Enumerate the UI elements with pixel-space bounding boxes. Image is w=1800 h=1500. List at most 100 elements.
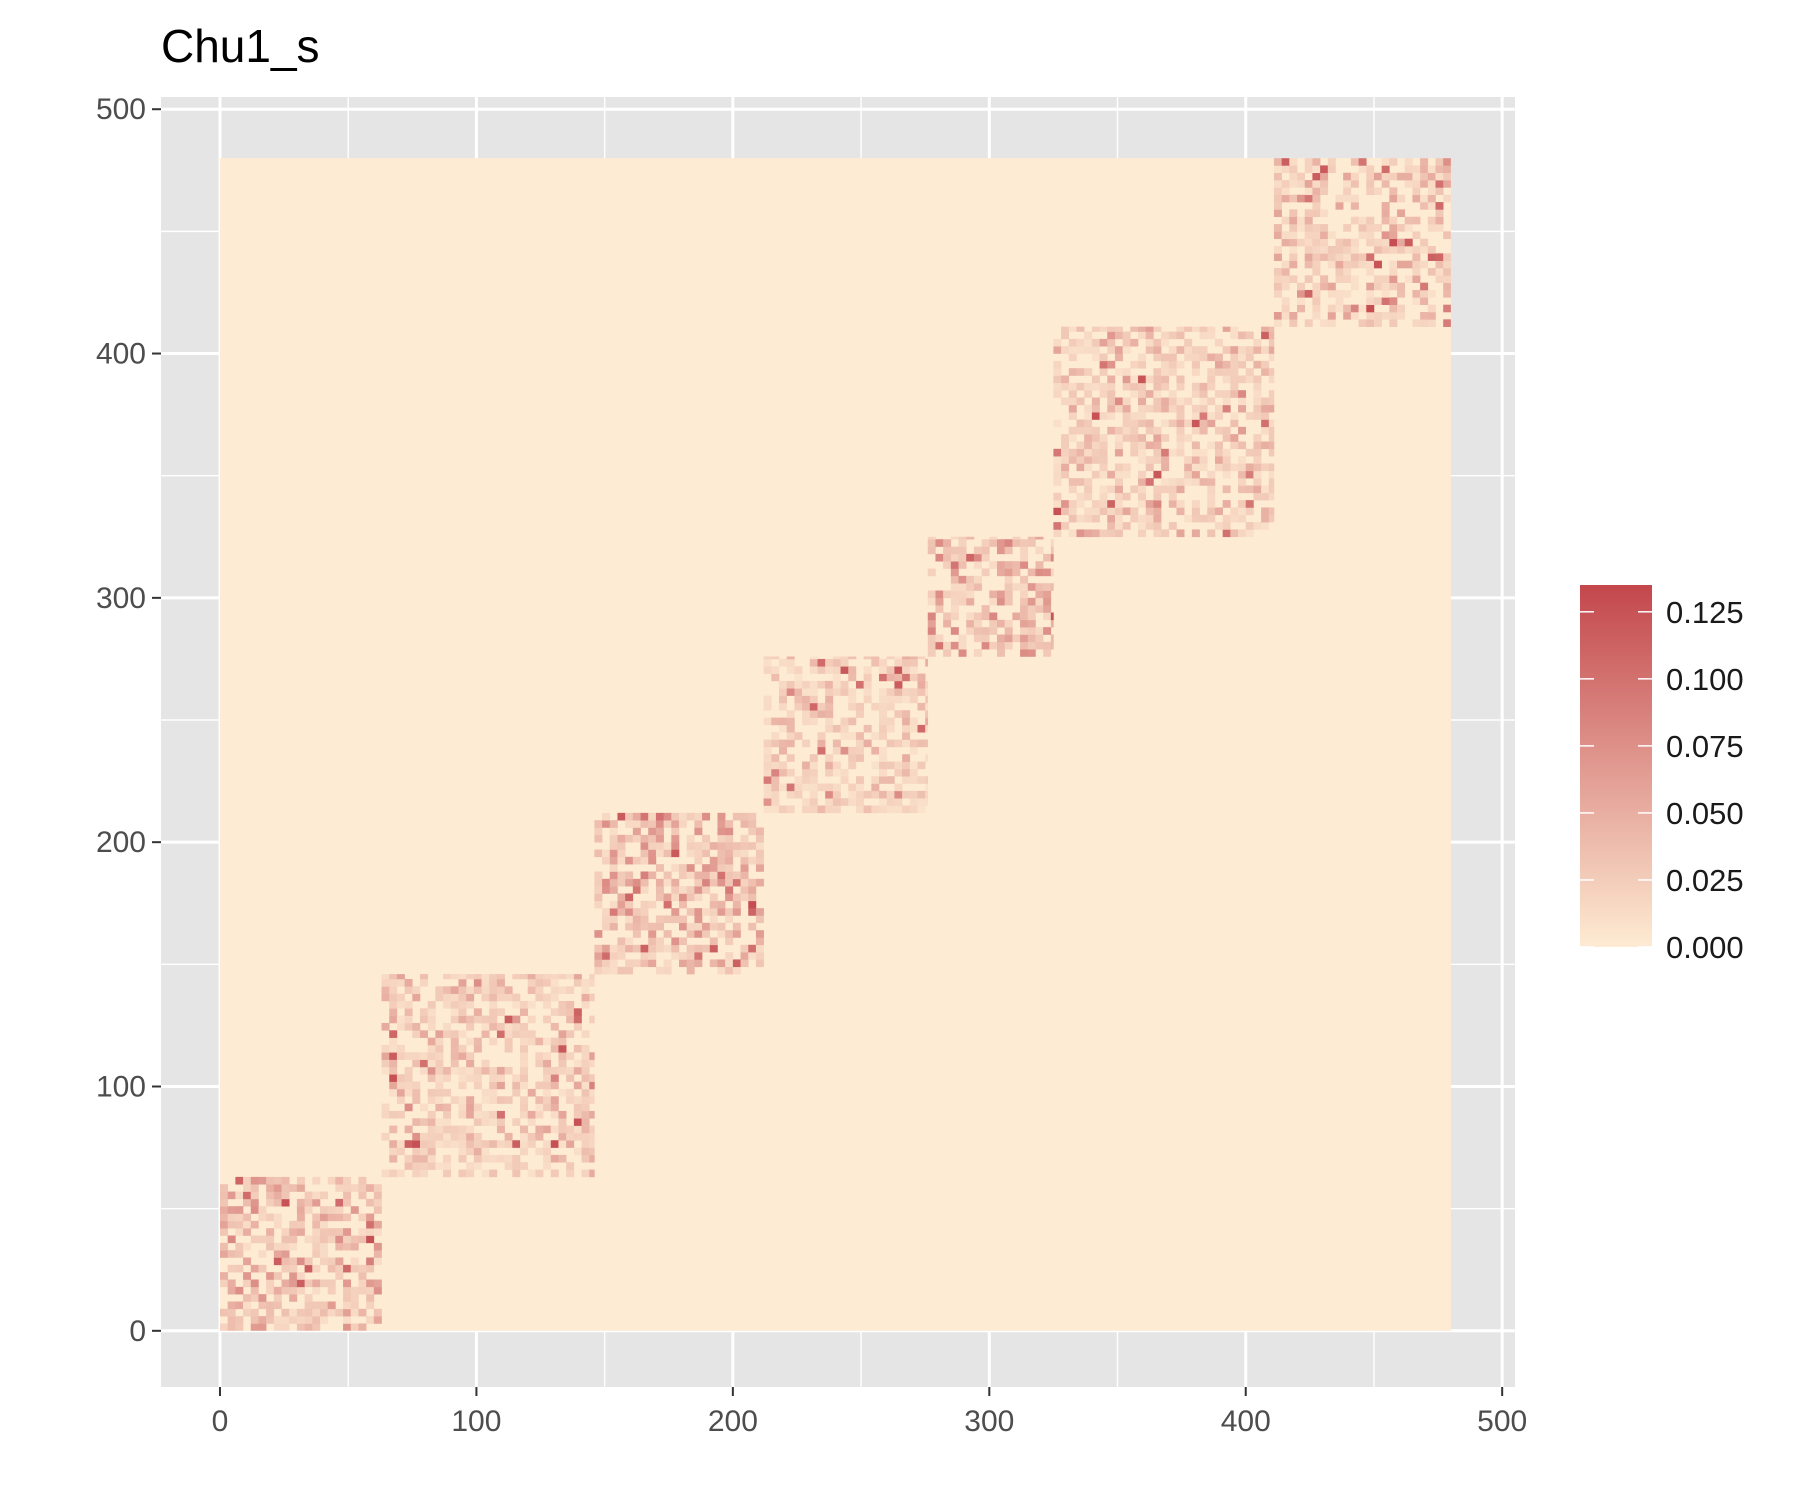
heatmap-cell (527, 974, 536, 980)
heatmap-cell (219, 1213, 228, 1222)
heatmap-cell (1053, 507, 1062, 516)
heatmap-cell (709, 908, 718, 916)
heatmap-cell (1035, 536, 1044, 540)
heatmap-cell (589, 1096, 595, 1104)
heatmap-cell (458, 1154, 467, 1163)
heatmap-cell (1138, 404, 1147, 413)
heatmap-cell (1214, 522, 1223, 530)
heatmap-cell (966, 627, 975, 635)
heatmap-cell (466, 1015, 475, 1024)
heatmap-cell (632, 944, 641, 953)
heatmap-cell (566, 1088, 575, 1097)
heatmap-cell (671, 849, 680, 858)
heatmap-cell (671, 834, 680, 843)
heatmap-cell (304, 1257, 313, 1266)
heatmap-cell (489, 993, 498, 1002)
heatmap-cell (427, 1162, 436, 1170)
heatmap-cell (1138, 492, 1147, 501)
heatmap-cell (504, 986, 513, 994)
heatmap-cell (250, 1323, 259, 1331)
heatmap-cell (343, 1213, 352, 1222)
heatmap-cell (709, 900, 718, 909)
heatmap-cell (1061, 507, 1070, 516)
heatmap-cell (1304, 275, 1313, 283)
heatmap-cell (1004, 546, 1013, 555)
heatmap-cell (219, 1184, 228, 1192)
heatmap-cell (319, 1242, 328, 1251)
heatmap-cell (435, 993, 444, 1002)
heatmap-cell (1061, 382, 1070, 391)
heatmap-cell (1068, 390, 1077, 398)
heatmap-cell (694, 820, 703, 828)
heatmap-cell (617, 834, 626, 843)
heatmap-cell (1358, 216, 1367, 225)
heatmap-cell (1289, 238, 1298, 247)
heatmap-cell (1366, 165, 1375, 174)
heatmap-cell (902, 790, 911, 799)
heatmap-cell (825, 702, 834, 711)
heatmap-cell (640, 820, 649, 828)
heatmap-cell (686, 849, 695, 858)
heatmap-cell (366, 1213, 375, 1222)
heatmap-cell (1214, 448, 1223, 457)
heatmap-cell (694, 944, 703, 953)
heatmap-cell (755, 842, 764, 850)
heatmap-cell (1130, 326, 1139, 332)
heatmap-cell (1230, 529, 1239, 538)
heatmap-cell (312, 1264, 321, 1273)
heatmap-cell (489, 1015, 498, 1024)
heatmap-cell (1238, 426, 1247, 435)
heatmap-cell (663, 966, 672, 975)
heatmap-cell (609, 842, 618, 850)
heatmap-cell (304, 1191, 313, 1200)
heatmap-cell (1230, 346, 1239, 354)
heatmap-cell (566, 1169, 575, 1178)
heatmap-cell (1122, 463, 1131, 472)
heatmap-cell (281, 1191, 290, 1200)
legend-label: 0.125 (1666, 595, 1744, 630)
heatmap-cell (466, 1110, 475, 1119)
heatmap-cell (420, 1147, 428, 1156)
x-tick-label: 300 (964, 1405, 1014, 1438)
heatmap-cell (1176, 326, 1185, 332)
heatmap-cell (1122, 507, 1131, 516)
heatmap-cell (512, 1169, 521, 1178)
heatmap-cell (902, 754, 911, 762)
heatmap-cell (927, 546, 936, 555)
heatmap-cell (1061, 456, 1070, 464)
heatmap-cell (466, 1132, 475, 1141)
heatmap-cell (625, 871, 634, 880)
heatmap-cell (1389, 304, 1398, 313)
heatmap-cell (1138, 522, 1147, 530)
heatmap-cell (235, 1176, 244, 1185)
heatmap-cell (427, 1125, 436, 1134)
heatmap-cell (1004, 641, 1013, 650)
heatmap-cell (1130, 360, 1139, 369)
heatmap-cell (1412, 275, 1421, 283)
heatmap-cell (802, 702, 811, 711)
heatmap-cell (1145, 514, 1154, 523)
heatmap-cell (1238, 470, 1247, 479)
heatmap-cell (640, 900, 649, 909)
heatmap-cell (989, 641, 998, 650)
heatmap-cell (1053, 522, 1062, 530)
heatmap-cell (1435, 260, 1444, 269)
heatmap-cell (343, 1176, 352, 1185)
heatmap-cell (358, 1323, 367, 1331)
heatmap-cell (489, 1066, 498, 1075)
heatmap-cell (1268, 485, 1275, 494)
heatmap-cell (1184, 326, 1193, 332)
heatmap-cell (396, 1052, 405, 1060)
heatmap-cell (489, 1022, 498, 1031)
heatmap-cell (1343, 290, 1352, 298)
heatmap-cell (771, 739, 780, 748)
heatmap-cell (427, 1088, 436, 1097)
heatmap-cell (243, 1294, 252, 1302)
heatmap-cell (389, 1044, 398, 1053)
heatmap-cell (1427, 312, 1436, 320)
heatmap-cell (358, 1213, 367, 1222)
heatmap-cell (496, 1081, 505, 1090)
heatmap-cell (273, 1242, 282, 1251)
heatmap-cell (1004, 627, 1013, 635)
heatmap-cell (1245, 463, 1254, 472)
